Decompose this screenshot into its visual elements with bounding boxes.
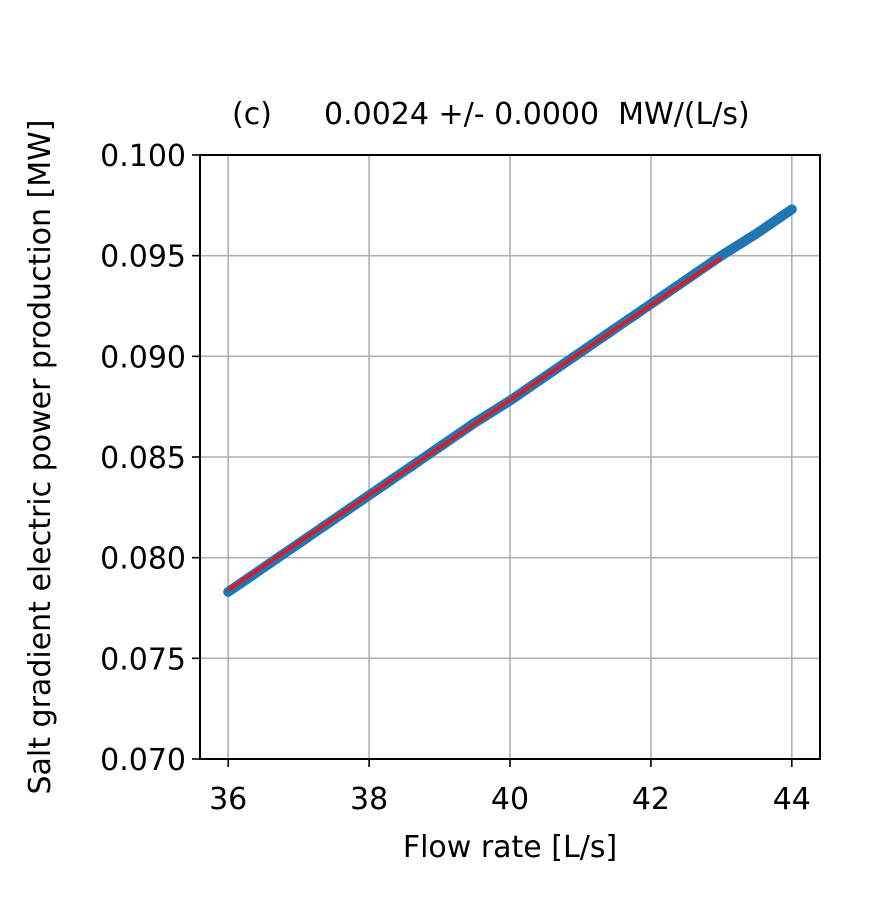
x-tick-label: 36 <box>209 782 247 817</box>
chart-title: 0.0024 +/- 0.0000 MW/(L/s) <box>324 97 750 132</box>
axis-ticks: 36 38 40 42 44 0.070 0.075 0.080 0.085 0.090 0.095… <box>100 139 811 817</box>
plot-data <box>223 204 797 597</box>
y-tick-label: 0.080 <box>100 542 186 577</box>
x-axis-label: Flow rate [L/s] <box>403 830 617 865</box>
grid <box>200 154 820 760</box>
chart-title-prefix: (c) <box>232 97 272 132</box>
fit-line <box>227 256 723 592</box>
x-tick-label: 38 <box>350 782 388 817</box>
x-tick-label: 42 <box>632 782 670 817</box>
x-tick-label: 44 <box>773 782 811 817</box>
scatter-point <box>786 204 797 215</box>
y-tick-label: 0.100 <box>100 139 186 174</box>
y-tick-label: 0.075 <box>100 642 186 677</box>
y-tick-label: 0.095 <box>100 240 186 275</box>
y-axis-label: Salt gradient electric power production … <box>23 119 58 794</box>
x-tick-label: 40 <box>491 782 529 817</box>
y-tick-label: 0.085 <box>100 441 186 476</box>
y-tick-label: 0.090 <box>100 340 186 375</box>
y-tick-label: 0.070 <box>100 743 186 778</box>
